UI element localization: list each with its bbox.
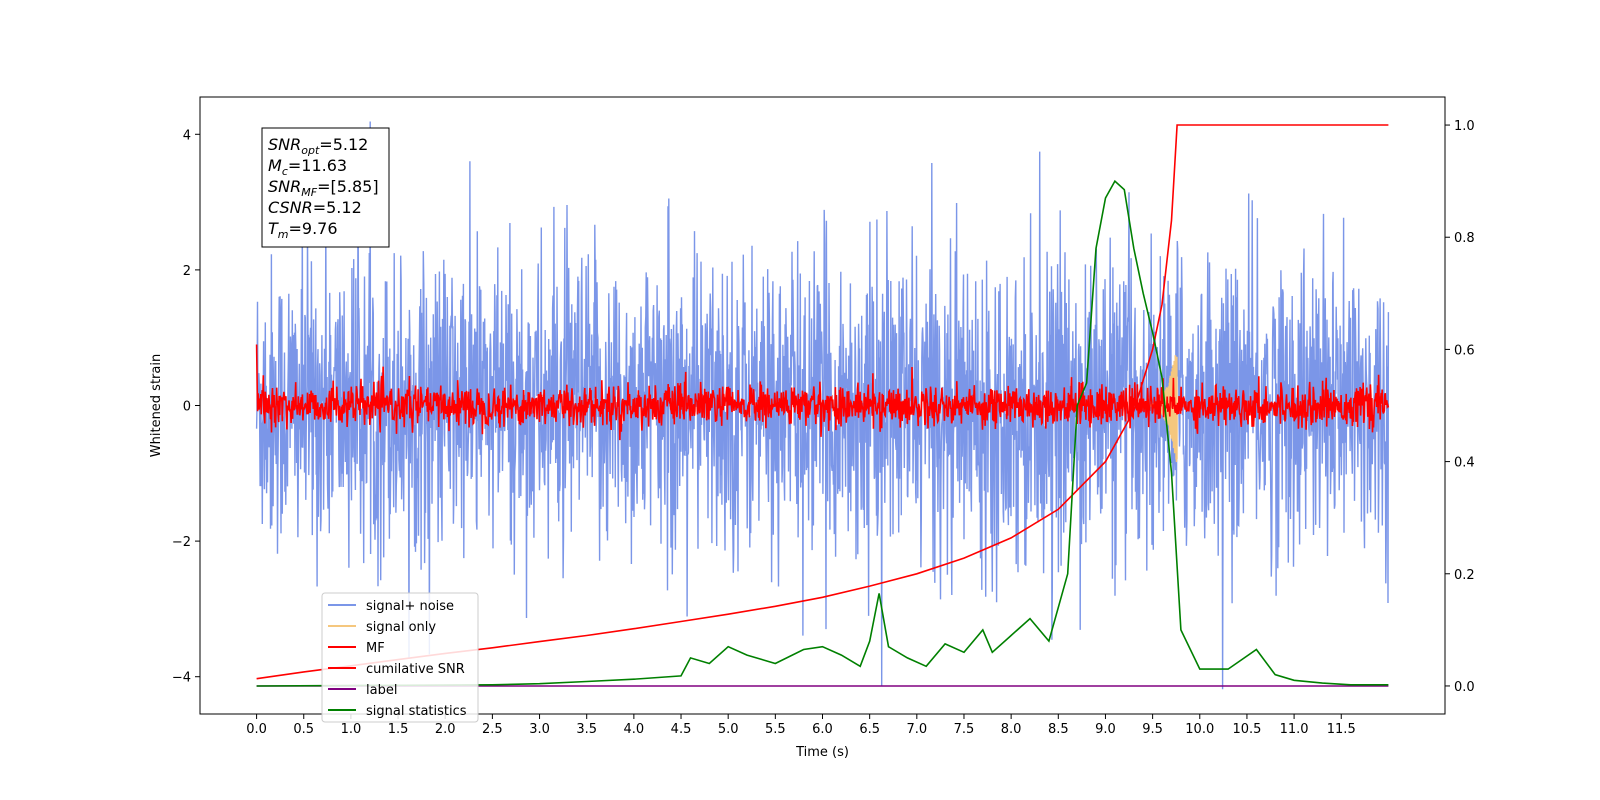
legend-item: signal only [328,620,436,635]
x-tick-label: 2.0 [435,722,456,737]
y2-tick-label: 1.0 [1454,119,1475,134]
y2-tick-label: 0.8 [1454,231,1475,246]
x-tick-label: 6.0 [812,722,833,737]
annotation-line: SNRopt=5.12 [268,135,368,157]
legend-frame [321,592,479,723]
x-axis-label: Time (s) [795,745,849,760]
x-tick-label: 5.0 [718,722,739,737]
y-axis-left: −4 −2 0 2 4 [172,128,200,686]
x-tick-label: 8.0 [1001,722,1022,737]
x-tick-label: 6.5 [859,722,880,737]
x-tick-label: 4.5 [671,722,692,737]
x-tick-label: 1.0 [341,722,362,737]
annotation-line: Mc=11.63 [268,156,347,178]
y2-tick-label: 0.6 [1454,343,1475,358]
y-tick-label: −2 [172,535,191,550]
y2-tick-label: 0.0 [1454,680,1475,695]
x-tick-label: 11.0 [1280,722,1309,737]
x-tick-label: 4.0 [624,722,645,737]
x-tick-label: 1.5 [388,722,409,737]
legend: signal+ noise signal only MF cumilative SNR… [321,592,479,723]
legend-item: cumilative SNR [328,662,465,677]
x-tick-label: 7.0 [906,722,927,737]
x-tick-label: 5.5 [765,722,786,737]
series-line [255,344,1390,441]
series-line [256,179,1389,687]
legend-label: label [366,683,397,698]
legend-item: signal+ noise [328,599,454,614]
x-tick-label: 10.0 [1185,722,1214,737]
legend-item: label [328,683,397,698]
x-tick-label: 9.0 [1095,722,1116,737]
legend-item: signal statistics [328,704,467,719]
x-axis: 0.0 0.5 1.0 1.5 2.0 2.5 3.0 3.5 4.0 4.5 5.0 5.5 6.0 6… [246,714,1356,737]
stats-annotation-box: SNRopt=5.12Mc=11.63SNRMF=[5.85]CSNR=5.12… [261,127,390,248]
x-tick-label: 3.0 [529,722,550,737]
x-tick-label: 0.0 [246,722,267,737]
legend-label: cumilative SNR [366,662,465,677]
x-tick-label: 0.5 [293,722,314,737]
y-tick-label: 4 [183,128,191,143]
x-tick-label: 2.5 [482,722,503,737]
annotation-line: CSNR=5.12 [268,198,362,217]
series-signal-statistics [256,179,1389,687]
legend-item: MF [328,641,385,656]
legend-label: signal+ noise [366,599,454,614]
y-axis-right: 0.0 0.2 0.4 0.6 0.8 1.0 [1445,119,1475,695]
annotation-line: Tm=9.76 [268,219,338,241]
legend-label: MF [366,641,385,656]
x-tick-label: 3.5 [576,722,597,737]
series-mf [255,344,1390,441]
y-tick-label: 2 [183,264,191,279]
y2-tick-label: 0.2 [1454,568,1475,583]
x-tick-label: 7.5 [954,722,975,737]
x-tick-label: 11.5 [1327,722,1356,737]
annotation-frame [261,127,390,248]
y-tick-label: −4 [172,671,191,686]
legend-label: signal statistics [366,704,467,719]
series-signal-noise [255,121,1390,690]
y-axis-label: Whitened strain [149,354,164,457]
x-tick-label: 8.5 [1048,722,1069,737]
y2-tick-label: 0.4 [1454,456,1475,471]
legend-label: signal only [366,620,436,635]
y-tick-label: 0 [183,400,191,415]
annotation-line: SNRMF=[5.85] [268,177,379,199]
x-tick-label: 9.5 [1142,722,1163,737]
series-line [255,121,1390,690]
x-tick-label: 10.5 [1232,722,1261,737]
